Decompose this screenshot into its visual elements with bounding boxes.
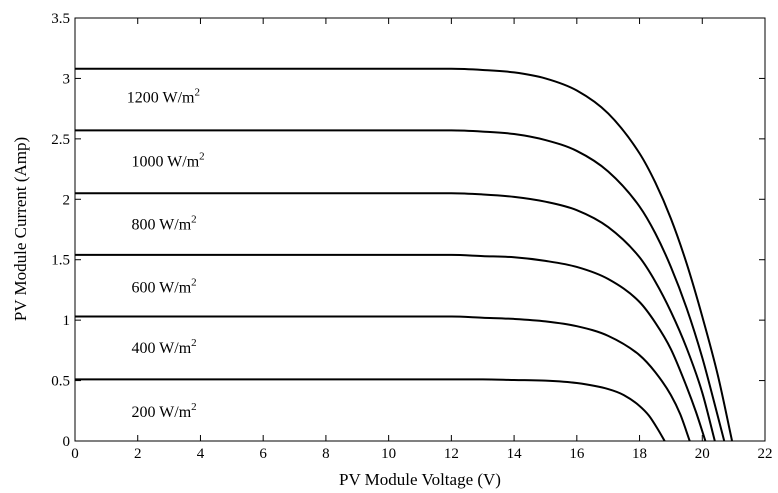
curve-label-4: 400 W/m2 <box>131 337 196 357</box>
x-tick-label: 0 <box>71 446 79 462</box>
curves <box>74 67 734 442</box>
x-axis-title: PV Module Voltage (V) <box>339 470 501 489</box>
plot-area <box>74 17 766 442</box>
iv-curve-4 <box>75 129 726 442</box>
x-tick-label: 6 <box>259 446 267 462</box>
x-tick-label: 20 <box>695 446 710 462</box>
axis-ticks: 0 2 4 6 8 10 12 14 16 18 20 22 0 0.5 1 1.5 2 2.5 3 3.5 <box>51 11 772 462</box>
iv-curve-0 <box>75 378 666 442</box>
iv-curve-5 <box>75 67 734 442</box>
y-tick-label: 2 <box>63 192 71 208</box>
y-tick-label: 0.5 <box>51 374 70 390</box>
x-tick-label: 16 <box>569 446 585 462</box>
x-tick-label: 2 <box>134 446 142 462</box>
curve-label-1: 1000 W/m2 <box>131 151 204 171</box>
x-tick-label: 18 <box>632 446 647 462</box>
x-tick-label: 22 <box>758 446 773 462</box>
curve-label-2: 800 W/m2 <box>131 214 196 234</box>
x-tick-label: 10 <box>381 446 396 462</box>
x-tick-label: 4 <box>197 446 205 462</box>
y-axis-title: PV Module Current (Amp) <box>11 137 30 321</box>
x-tick-label: 12 <box>444 446 459 462</box>
curve-label-3: 600 W/m2 <box>131 276 196 296</box>
y-tick-label: 2.5 <box>51 132 70 148</box>
y-tick-label: 0 <box>63 434 71 450</box>
x-tick-label: 8 <box>322 446 330 462</box>
y-tick-label: 1 <box>63 313 71 329</box>
y-tick-label: 3 <box>63 71 71 87</box>
curve-labels: 1200 W/m2 1000 W/m2 800 W/m2 600 W/m2 400 W/… <box>127 87 205 421</box>
curve-label-0: 1200 W/m2 <box>127 87 200 107</box>
iv-curve-3 <box>75 192 716 442</box>
curve-label-5: 200 W/m2 <box>131 401 196 421</box>
x-tick-label: 14 <box>507 446 523 462</box>
iv-curve-2 <box>74 253 707 442</box>
y-tick-label: 1.5 <box>51 253 70 269</box>
iv-curve-1 <box>75 315 691 442</box>
y-tick-label: 3.5 <box>51 11 70 27</box>
